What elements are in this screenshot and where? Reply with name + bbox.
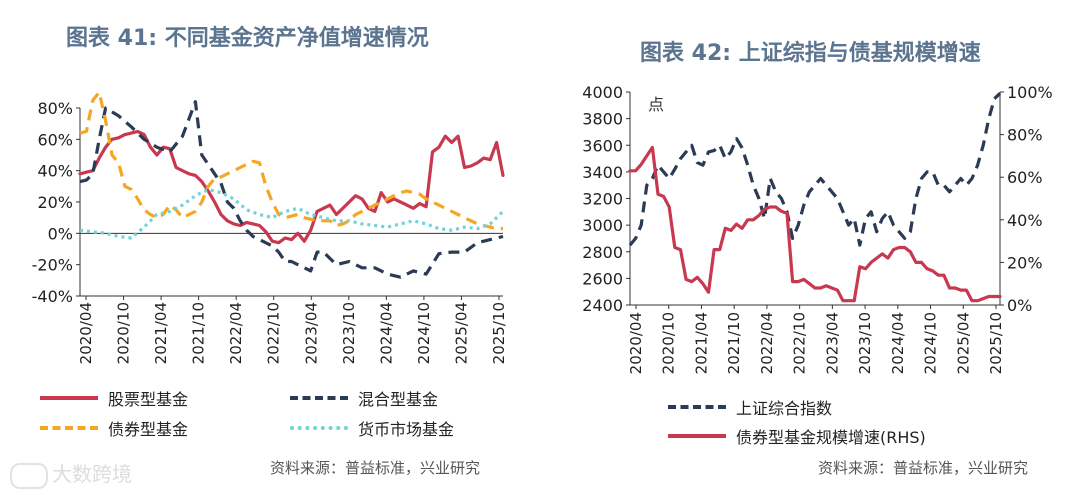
right-chart-y-tick-label: 3400 — [582, 163, 623, 182]
left-chart-x-tick-label: 2023/10 — [340, 302, 358, 364]
legend-swatch-bond-scale — [668, 434, 726, 438]
left-chart-x-tick-label: 2020/10 — [115, 302, 133, 364]
legend-label-sse: 上证综合指数 — [736, 399, 833, 418]
left-chart-title: 图表 41: 不同基金资产净值增速情况 — [66, 26, 429, 51]
left-chart-x-tick-label: 2022/04 — [227, 302, 245, 364]
left-chart-y-tick-label: 40% — [37, 162, 73, 181]
left-chart-y-tick-label: 80% — [37, 99, 73, 118]
left-chart-series-line-2 — [79, 90, 503, 231]
right-chart-y-tick-label: 3600 — [582, 136, 623, 155]
legend-item-money: 货币市场基金 — [290, 416, 454, 440]
legend-item-bond-scale: 债券型基金规模增速(RHS) — [668, 424, 926, 448]
legend-item-hybrid: 混合型基金 — [290, 386, 438, 410]
right-chart-x-tick-label: 2025/10 — [987, 312, 1005, 374]
legend-label-bond: 债券型基金 — [108, 420, 189, 439]
right-chart-x-tick-label: 2022/04 — [758, 312, 776, 374]
right-chart-x-tick-label: 2023/10 — [856, 312, 874, 374]
legend-label-money: 货币市场基金 — [358, 420, 455, 439]
left-chart-x-tick-label: 2025/04 — [452, 302, 470, 364]
right-chart-x-tick-label: 2022/10 — [791, 312, 809, 374]
right-source-note: 资料来源：普益标准，兴业研究 — [818, 459, 1029, 477]
left-chart-x-tick-label: 2020/04 — [77, 302, 95, 364]
right-chart-x-tick-label: 2020/10 — [660, 312, 678, 374]
legend-swatch-hybrid — [290, 396, 348, 400]
legend-item-sse: 上证综合指数 — [668, 395, 832, 419]
left-chart-y-tick-label: 60% — [37, 130, 73, 149]
right-chart-y-tick-label: 2400 — [582, 296, 623, 315]
legend-item-bond: 债券型基金 — [40, 416, 188, 440]
right-chart-series-line-0 — [628, 92, 1002, 247]
legend-swatch-sse — [668, 405, 726, 409]
right-chart-x-tick-label: 2023/04 — [823, 312, 841, 374]
right-chart-y-right-tick-label: 20% — [1007, 253, 1043, 272]
legend-label-hybrid: 混合型基金 — [358, 390, 439, 409]
right-chart-x-tick-label: 2021/10 — [725, 312, 743, 374]
left-source-note: 资料来源：普益标准，兴业研究 — [270, 459, 481, 477]
left-chart-x-tick-label: 2021/10 — [190, 302, 208, 364]
right-chart-y-right-tick-label: 0% — [1007, 296, 1032, 315]
right-chart-y-right-tick-label: 100% — [1007, 83, 1053, 102]
legend-swatch-bond — [40, 426, 98, 430]
right-chart-x-tick-label: 2024/10 — [922, 312, 940, 374]
left-chart-series-line-1 — [79, 100, 504, 279]
left-chart-x-tick-label: 2025/10 — [490, 302, 508, 364]
right-chart-x-tick-label: 2021/04 — [692, 312, 710, 374]
right-chart-y-tick-label: 3200 — [582, 190, 623, 209]
legend-swatch-money — [290, 426, 348, 430]
right-chart-x-tick-label: 2020/04 — [627, 312, 645, 374]
left-chart-y-tick-label: -20% — [32, 256, 73, 275]
right-chart-y-right-tick-label: 40% — [1007, 211, 1043, 230]
legend-swatch-stock — [40, 396, 98, 400]
left-chart-y-tick-label: 20% — [37, 193, 73, 212]
right-chart-y-unit-label: 点 — [648, 95, 664, 114]
watermark-logo-icon — [10, 462, 48, 489]
right-chart-y-right-tick-label: 60% — [1007, 168, 1043, 187]
left-chart-x-tick-label: 2024/04 — [377, 302, 395, 364]
right-chart-y-tick-label: 3800 — [582, 110, 623, 129]
right-chart-x-tick-label: 2024/04 — [889, 312, 907, 374]
right-chart-y-tick-label: 2600 — [582, 269, 623, 288]
right-chart-y-tick-label: 3000 — [582, 216, 623, 235]
left-chart-x-tick-label: 2023/04 — [302, 302, 320, 364]
legend-label-bond-scale: 债券型基金规模增速(RHS) — [736, 428, 926, 447]
right-chart-y-right-tick-label: 80% — [1007, 126, 1043, 145]
left-chart-series-line-0 — [78, 129, 505, 245]
left-chart-series-line-3 — [79, 187, 505, 240]
left-chart-x-tick-label: 2021/04 — [152, 302, 170, 364]
left-chart-y-tick-label: -40% — [32, 287, 73, 306]
left-chart-x-tick-label: 2024/10 — [415, 302, 433, 364]
right-chart-series-line-1 — [628, 145, 1002, 303]
legend-label-stock: 股票型基金 — [108, 390, 189, 409]
right-chart-x-tick-label: 2025/04 — [954, 312, 972, 374]
left-chart-x-tick-label: 2022/10 — [265, 302, 283, 364]
right-chart-y-tick-label: 2800 — [582, 243, 623, 262]
right-chart-title: 图表 42: 上证综指与债基规模增速 — [640, 41, 981, 66]
watermark-text: 大数跨境 — [52, 462, 132, 486]
right-chart-y-tick-label: 4000 — [582, 83, 623, 102]
watermark: 大数跨境 — [10, 458, 132, 489]
legend-item-stock: 股票型基金 — [40, 386, 188, 410]
left-chart-y-tick-label: 0% — [48, 224, 73, 243]
